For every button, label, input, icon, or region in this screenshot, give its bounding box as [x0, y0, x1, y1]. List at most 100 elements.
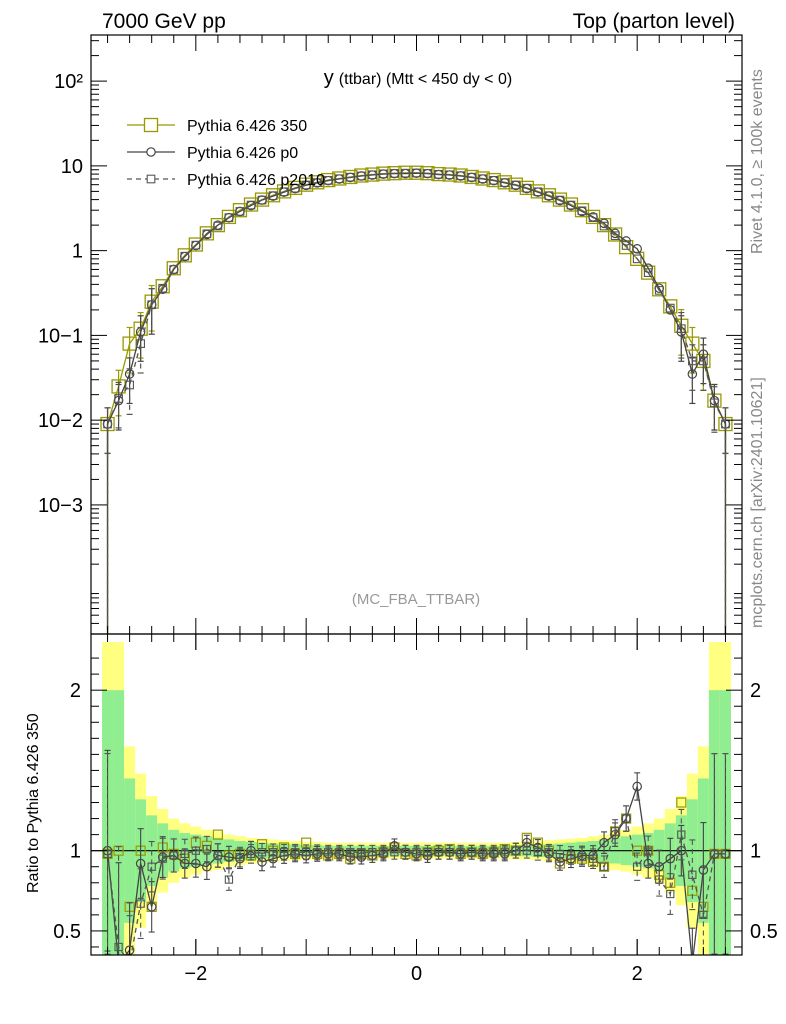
data-point: [265, 188, 281, 203]
y-tick-label: 1: [72, 241, 83, 263]
ratio-line: [106, 817, 726, 955]
data-point: [202, 229, 212, 239]
ratio-point: [698, 865, 709, 875]
ratio-point: [345, 852, 356, 862]
rivet-label: Rivet 4.1.0, ≥ 100k events: [749, 69, 766, 254]
data-point: [489, 175, 499, 185]
data-point: [279, 187, 289, 197]
data-point: [497, 175, 512, 190]
ratio-point: [114, 942, 123, 952]
mcplots-label: mcplots.cern.ch [arXiv:2401.10621]: [749, 377, 766, 628]
ratio-point: [665, 853, 676, 864]
ratio-point: [544, 848, 554, 857]
ratio-point: [566, 851, 576, 860]
ratio-point: [643, 858, 654, 869]
ratio-point: [621, 814, 631, 823]
ratio-point: [621, 813, 631, 824]
ratio-point: [721, 849, 730, 859]
data-point: [632, 254, 642, 264]
data-point: [566, 200, 576, 210]
y-tick-label: 10−2: [38, 410, 83, 432]
data-point: [147, 300, 157, 310]
legend: Pythia 6.426 350 Pythia 6.426 p0 Pythia 6.…: [127, 117, 325, 189]
data-point: [577, 206, 587, 216]
ratio-point: [213, 850, 223, 861]
data-point: [710, 398, 719, 408]
data-point: [522, 183, 532, 193]
data-point: [368, 170, 377, 180]
ratio-point: [126, 959, 133, 966]
ratio-point: [588, 854, 598, 863]
ratio-point: [103, 849, 112, 859]
ratio-series-2: [103, 753, 730, 966]
data-point: [290, 183, 300, 193]
data-point: [630, 251, 645, 267]
ratio-y-tick-label-right: 0.5: [750, 921, 778, 943]
ratio-point: [688, 959, 696, 967]
ratio-point: [632, 781, 642, 792]
data-point: [125, 380, 134, 390]
ratio-frame: [90, 633, 743, 956]
ratio-point: [158, 854, 167, 863]
ratio-point: [423, 848, 432, 857]
legend-marker: [146, 174, 156, 184]
ratio-point: [302, 848, 311, 857]
ratio-point: [655, 875, 664, 884]
ratio-point: [709, 849, 720, 859]
data-point: [155, 279, 170, 294]
ratio-point: [577, 852, 587, 862]
data-point: [500, 178, 510, 187]
ratio-point: [235, 853, 245, 864]
ratio-point: [235, 852, 245, 862]
data-point: [356, 171, 366, 181]
data-point: [721, 419, 730, 429]
ratio-point: [224, 875, 234, 884]
data-point: [632, 244, 642, 254]
data-point: [511, 180, 521, 190]
ratio-point: [257, 848, 267, 857]
data-point: [235, 207, 245, 216]
x-tick-label: 0: [411, 963, 422, 985]
data-point: [687, 369, 698, 379]
main-panel: 10−3 10−2 10−1 1 10 10² (MC_FBA_TTBAR) y (ttba…: [38, 34, 743, 635]
ratio-point: [688, 870, 697, 879]
data-point: [519, 180, 534, 196]
ratio-panel: 0.5 0.5 1 1 2 2 −2 0 2 Ratio to Pythia 6.426 35…: [25, 633, 778, 985]
series-1: [102, 168, 731, 634]
ratio-point: [720, 849, 731, 859]
data-point: [687, 356, 697, 366]
ratio-point: [599, 862, 609, 871]
ratio-point: [202, 844, 212, 854]
ratio-point: [147, 862, 156, 871]
legend-label: Pythia 6.426 350: [187, 118, 307, 135]
data-point: [103, 419, 112, 429]
ratio-point: [456, 848, 465, 857]
ratio-point: [213, 851, 223, 860]
ratio-point: [533, 848, 543, 857]
data-point: [478, 174, 488, 184]
ratio-y-tick-label: 0.5: [53, 921, 81, 943]
ratio-x-axis: −2 0 2: [107, 634, 726, 985]
ratio-point: [677, 830, 686, 839]
ratio-point: [357, 848, 366, 857]
ratio-y-tick-label-right: 2: [750, 680, 761, 702]
data-point: [544, 191, 554, 201]
data-point: [191, 240, 201, 250]
ratio-point: [401, 848, 410, 857]
data-point: [555, 195, 565, 205]
data-point: [379, 169, 388, 179]
legend-label: Pythia 6.426 p0: [187, 145, 298, 162]
ratio-point: [257, 857, 267, 867]
ratio-y-tick-label: 2: [70, 680, 81, 702]
data-point: [654, 285, 664, 295]
data-point: [287, 180, 303, 196]
ratio-point: [500, 848, 509, 857]
ratio-point: [599, 837, 609, 848]
ratio-point: [699, 910, 708, 920]
data-point: [199, 226, 215, 241]
data-point: [508, 177, 523, 192]
data-point: [652, 282, 667, 297]
data-point: [301, 180, 311, 190]
data-point: [541, 188, 557, 203]
